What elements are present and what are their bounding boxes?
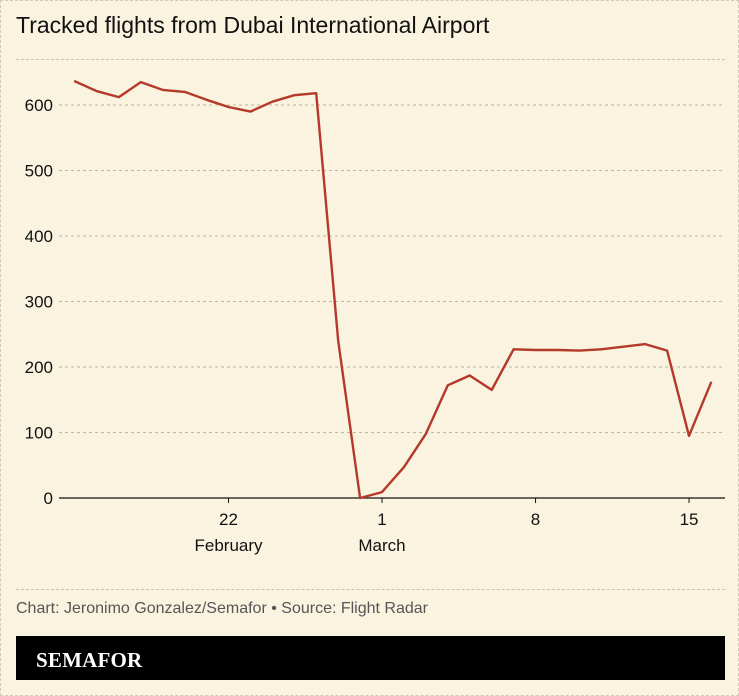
chart-credit: Chart: Jeronimo Gonzalez/Semafor • Sourc… [16,600,428,617]
y-tick-label: 400 [25,227,53,246]
y-tick-label: 200 [25,358,53,377]
top-divider [16,59,725,60]
gridlines [59,104,725,433]
y-tick-label: 500 [25,162,53,181]
x-tick-label: 8 [531,510,540,529]
y-tick-label: 0 [44,489,53,508]
x-tick-label: 22 [219,510,238,529]
y-tick-label: 600 [25,96,53,115]
x-tick-label: 1 [377,510,386,529]
bottom-divider [16,589,725,590]
x-axis: 22 February 1 March 8 15 [59,497,725,555]
series-group [73,80,713,500]
series-line [73,80,713,500]
chart-title: Tracked flights from Dubai International… [16,12,490,38]
x-tick-label: 15 [680,510,699,529]
y-tick-label: 100 [25,424,53,443]
line-chart: 0 100 200 300 400 500 600 22 February 1 March 8 15 [25,80,725,555]
x-tick-month-label: March [358,536,405,555]
x-tick-month-label: February [194,536,263,555]
brand-logo: SEMAFOR [36,648,143,672]
brand-bar: SEMAFOR [16,636,725,680]
y-tick-label: 300 [25,293,53,312]
y-axis: 0 100 200 300 400 500 600 [25,96,53,508]
